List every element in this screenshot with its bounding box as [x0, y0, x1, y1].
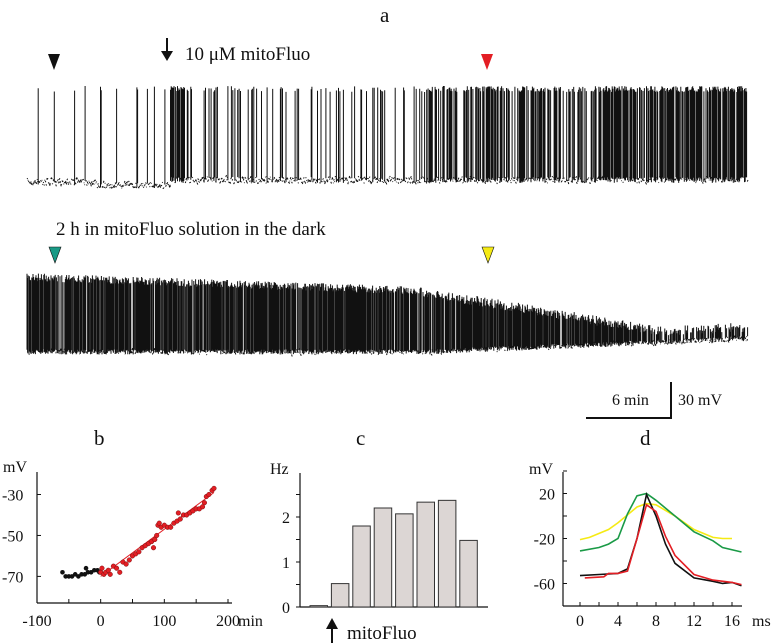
- y-axis-label: mV: [3, 459, 27, 476]
- data-point: [175, 510, 181, 516]
- x-tick-label: 100: [152, 613, 176, 630]
- x-tick-label: 4: [614, 613, 622, 630]
- data-point: [211, 485, 217, 491]
- bar: [373, 507, 393, 608]
- panel-b-chart: -30 -50 -70 -100 0 100 200 mV min: [2, 459, 263, 630]
- data-point: [150, 545, 157, 551]
- x-tick-label: 8: [652, 613, 660, 630]
- x-tick-label: -100: [22, 613, 51, 630]
- x-axis-label: ms: [752, 613, 771, 630]
- data-point: [126, 557, 132, 563]
- y-axis-label: Hz: [270, 461, 289, 478]
- voltage-trace-bottom: [26, 273, 749, 357]
- panel-c-label: c: [356, 426, 365, 450]
- dark-incubation-annotation: 2 h in mitoFluo solution in the dark: [56, 219, 326, 240]
- x-tick-label: 200: [216, 613, 240, 630]
- y-tick-label: 2: [282, 510, 290, 527]
- data-point: [79, 572, 84, 577]
- y-tick-label: -30: [2, 488, 23, 505]
- data-point: [136, 549, 142, 555]
- panel-a: a 10 μM mitoFluo 2 h in mitoFluo solutio…: [26, 3, 749, 419]
- data-point: [168, 524, 174, 530]
- panel-b-label: b: [94, 426, 105, 450]
- teal-marker-icon: [48, 246, 62, 264]
- arrow-head: [326, 618, 338, 629]
- y-tick-label: 20: [539, 487, 555, 504]
- red-marker-icon: [481, 54, 493, 70]
- bar: [309, 605, 328, 608]
- y-tick-label: -50: [2, 528, 23, 545]
- panel-d-label: d: [640, 426, 651, 450]
- panel-d-chart: 20 -20 -60 0 4 8 12 16 mV ms: [529, 461, 771, 630]
- data-point: [114, 565, 120, 571]
- x-tick-label: 16: [724, 613, 740, 630]
- data-point: [156, 520, 162, 526]
- data-point: [107, 571, 113, 577]
- scale-voltage-label: 30 mV: [678, 392, 722, 409]
- y-tick-label: 1: [282, 555, 290, 572]
- down-arrow-icon: [161, 38, 173, 61]
- x-tick-label: 12: [686, 613, 702, 630]
- data-point: [105, 567, 111, 573]
- y-tick-label: 0: [282, 600, 290, 617]
- bar: [352, 525, 371, 608]
- data-point: [63, 574, 68, 579]
- bar: [416, 501, 435, 608]
- bar: [330, 583, 350, 608]
- data-point: [201, 500, 207, 506]
- bar: [437, 499, 457, 608]
- y-tick-label: -60: [534, 577, 555, 594]
- scale-time-label: 6 min: [612, 392, 649, 409]
- data-point: [123, 561, 129, 567]
- data-point: [83, 565, 89, 571]
- data-point: [117, 569, 123, 575]
- mitofluo-label: mitoFluo: [347, 623, 417, 643]
- data-point: [99, 565, 105, 571]
- data-point: [199, 504, 206, 510]
- panel-a-label: a: [380, 3, 390, 27]
- y-axis-label: mV: [529, 461, 553, 478]
- data-point: [177, 516, 183, 522]
- scale-bar: 6 min 30 mV: [586, 382, 722, 419]
- data-point: [206, 491, 212, 498]
- y-tick-label: -20: [534, 532, 555, 549]
- voltage-trace-top: [26, 86, 749, 190]
- x-axis-label: min: [238, 613, 263, 630]
- panel-c-chart: 0 1 2 Hz mitoFluo: [270, 461, 488, 643]
- x-tick-label: 0: [576, 613, 584, 630]
- x-tick-label: 0: [97, 613, 105, 630]
- spike-waveform-line: [584, 503, 742, 586]
- bar: [395, 513, 414, 608]
- data-point: [152, 536, 158, 543]
- bar: [459, 539, 478, 608]
- yellow-marker-icon: [481, 246, 495, 264]
- up-arrow-icon: [326, 618, 338, 643]
- data-point: [154, 532, 160, 539]
- data-point: [60, 569, 65, 575]
- data-point: [66, 574, 72, 579]
- spike-waveform-line: [579, 502, 732, 541]
- y-tick-label: -70: [2, 569, 23, 586]
- mitofluo-annotation: 10 μM mitoFluo: [185, 44, 310, 65]
- data-point: [92, 567, 97, 573]
- data-point: [85, 569, 91, 575]
- black-marker-icon: [48, 54, 60, 70]
